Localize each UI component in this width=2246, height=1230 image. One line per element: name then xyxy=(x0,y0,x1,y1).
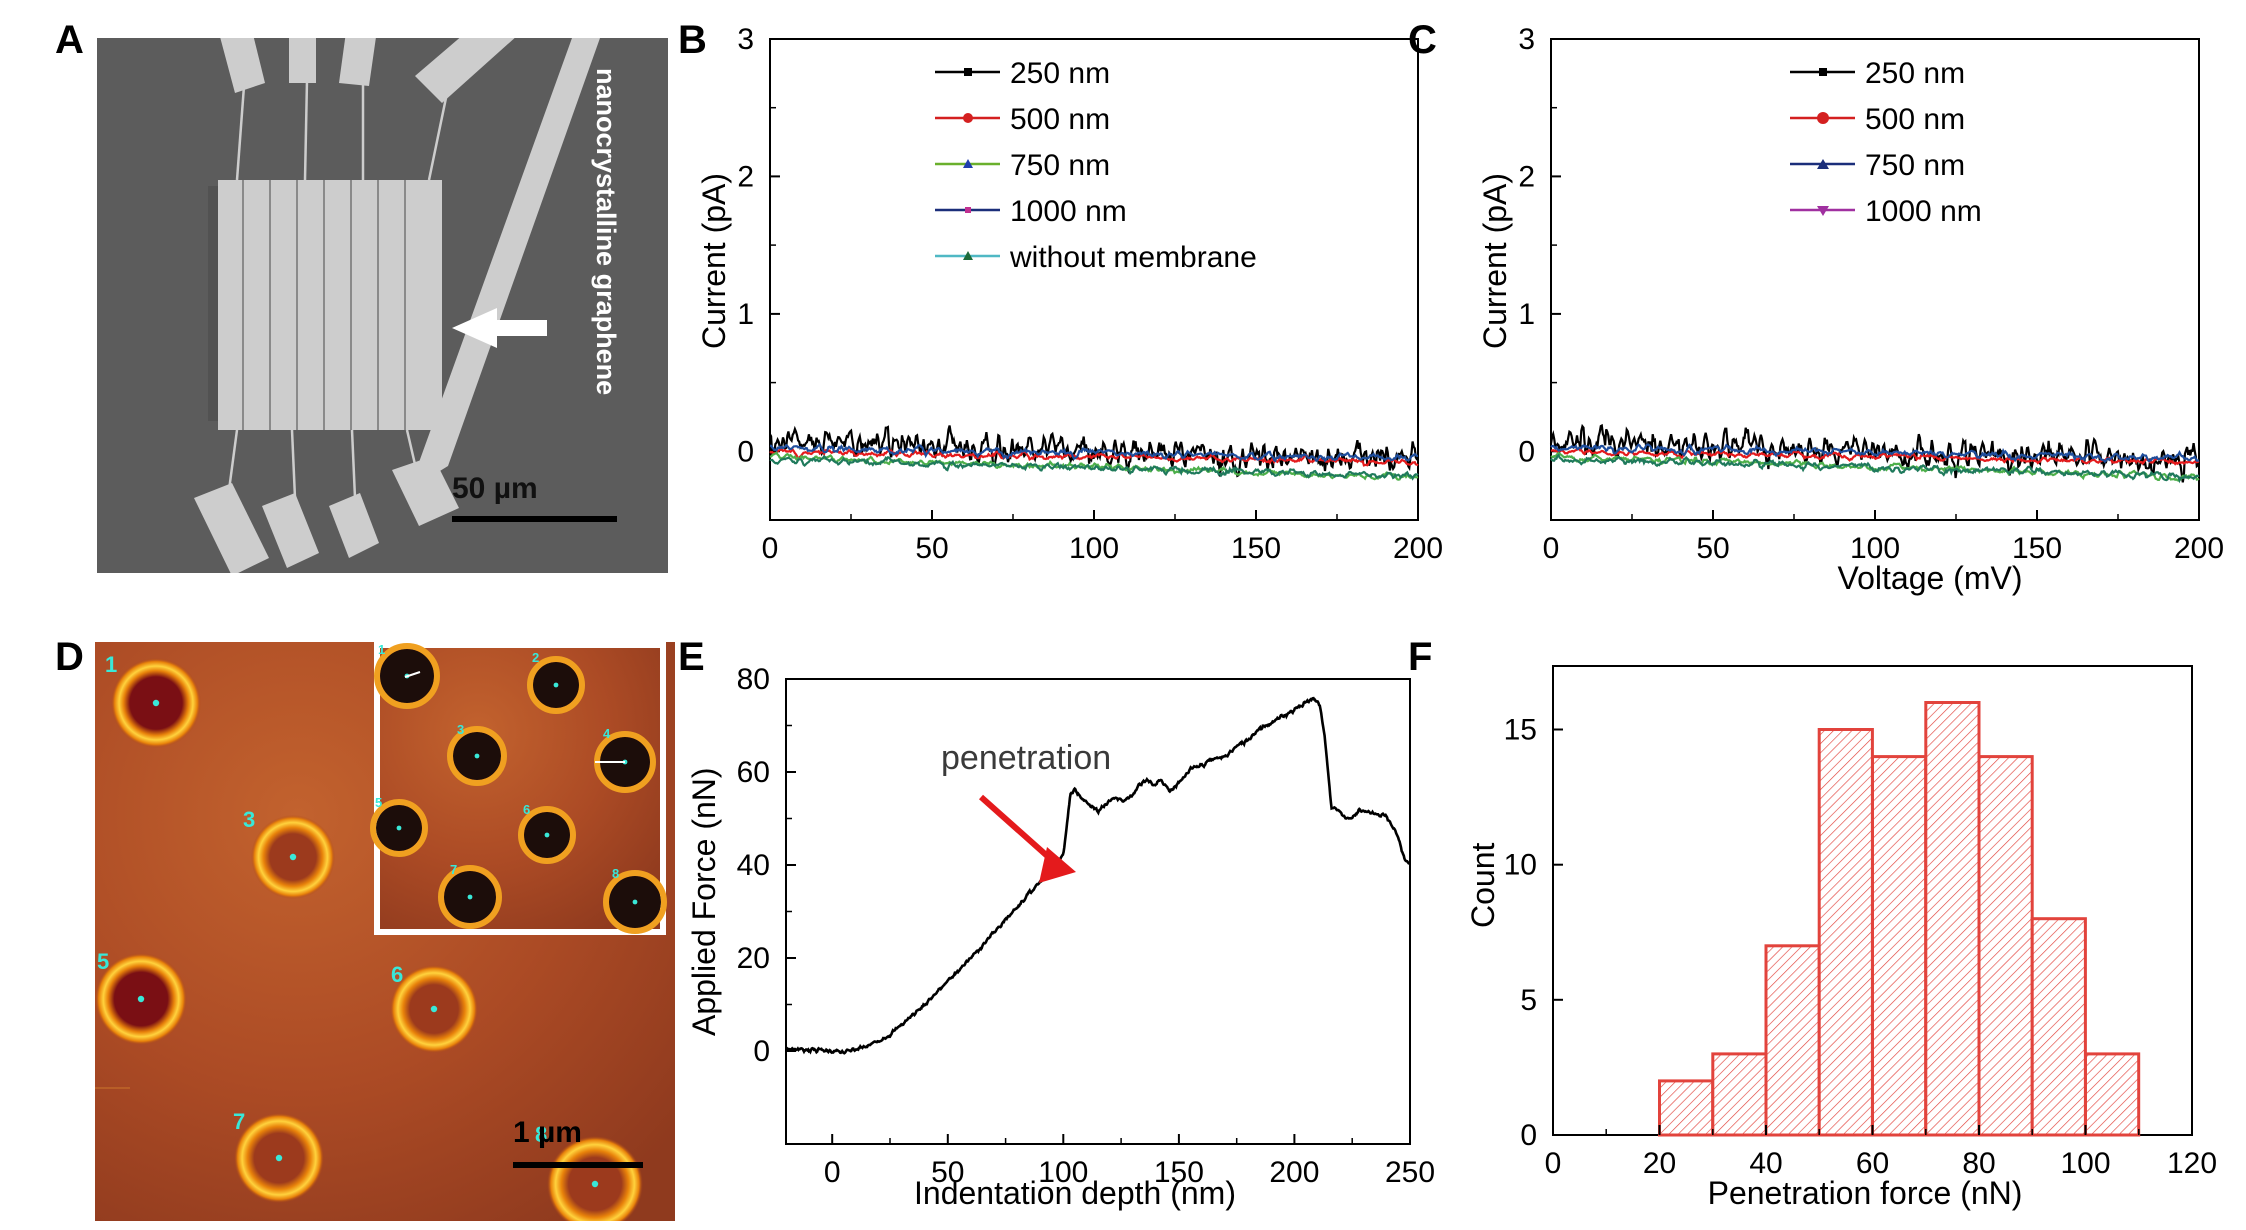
svg-text:80: 80 xyxy=(737,663,770,696)
svg-text:1: 1 xyxy=(378,642,385,657)
svg-text:1: 1 xyxy=(105,652,117,677)
svg-text:0: 0 xyxy=(737,435,754,468)
svg-text:1: 1 xyxy=(737,298,754,331)
svg-text:20: 20 xyxy=(737,942,770,975)
svg-text:7: 7 xyxy=(233,1109,245,1134)
svg-text:0: 0 xyxy=(1520,1119,1537,1152)
svg-text:100: 100 xyxy=(2060,1147,2110,1180)
svg-text:0: 0 xyxy=(1518,435,1535,468)
svg-text:100: 100 xyxy=(1850,532,1900,565)
svg-text:5: 5 xyxy=(97,949,109,974)
svg-text:1: 1 xyxy=(1518,298,1535,331)
svg-text:50: 50 xyxy=(915,532,948,565)
svg-text:50: 50 xyxy=(1696,532,1729,565)
svg-text:0: 0 xyxy=(762,532,779,565)
svg-text:3: 3 xyxy=(243,807,255,832)
svg-text:100: 100 xyxy=(1038,1156,1088,1189)
svg-text:150: 150 xyxy=(2012,532,2062,565)
svg-text:60: 60 xyxy=(1856,1147,1889,1180)
svg-text:4: 4 xyxy=(603,726,611,741)
svg-text:2: 2 xyxy=(737,160,754,193)
svg-text:250: 250 xyxy=(1385,1156,1435,1189)
svg-text:6: 6 xyxy=(391,962,403,987)
svg-text:7: 7 xyxy=(450,862,457,877)
svg-text:150: 150 xyxy=(1154,1156,1204,1189)
svg-text:10: 10 xyxy=(1504,849,1537,882)
svg-text:50: 50 xyxy=(931,1156,964,1189)
svg-text:1 µm: 1 µm xyxy=(513,1116,582,1149)
svg-text:8: 8 xyxy=(612,866,619,881)
svg-text:5: 5 xyxy=(375,795,382,810)
svg-text:2: 2 xyxy=(532,650,539,665)
svg-text:40: 40 xyxy=(1749,1147,1782,1180)
svg-text:0: 0 xyxy=(824,1156,841,1189)
svg-text:120: 120 xyxy=(2167,1147,2217,1180)
svg-text:60: 60 xyxy=(737,756,770,789)
svg-text:15: 15 xyxy=(1504,714,1537,747)
svg-text:0: 0 xyxy=(1543,532,1560,565)
svg-text:50 µm: 50 µm xyxy=(452,472,538,505)
svg-text:nanocrystalline graphene: nanocrystalline graphene xyxy=(591,68,621,395)
svg-text:3: 3 xyxy=(457,722,464,737)
svg-text:0: 0 xyxy=(753,1035,770,1068)
svg-text:150: 150 xyxy=(1231,532,1281,565)
svg-text:200: 200 xyxy=(1393,532,1443,565)
svg-text:200: 200 xyxy=(2174,532,2224,565)
svg-text:0: 0 xyxy=(1545,1147,1562,1180)
svg-text:20: 20 xyxy=(1643,1147,1676,1180)
svg-text:penetration: penetration xyxy=(941,739,1111,777)
svg-text:100: 100 xyxy=(1069,532,1119,565)
svg-text:5: 5 xyxy=(1520,984,1537,1017)
svg-text:6: 6 xyxy=(523,802,530,817)
svg-text:200: 200 xyxy=(1269,1156,1319,1189)
svg-text:80: 80 xyxy=(1962,1147,1995,1180)
svg-text:3: 3 xyxy=(737,25,754,56)
svg-text:3: 3 xyxy=(1518,25,1535,56)
svg-text:40: 40 xyxy=(737,849,770,882)
svg-text:2: 2 xyxy=(1518,160,1535,193)
